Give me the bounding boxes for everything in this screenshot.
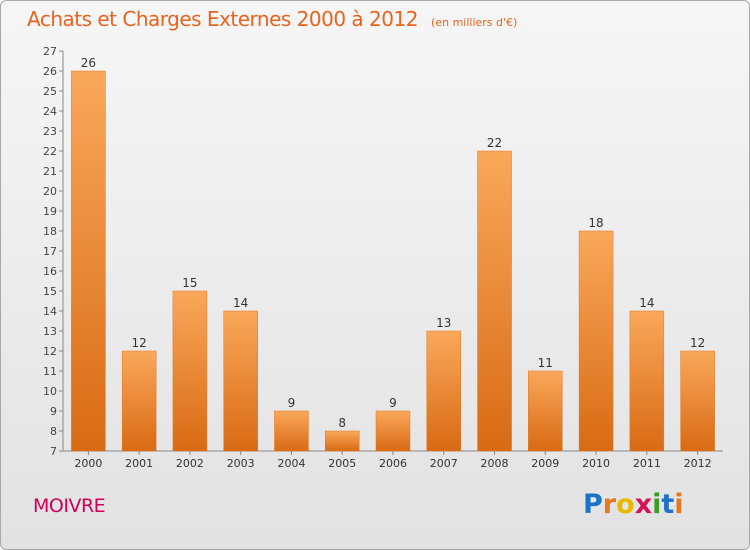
title-row: Achats et Charges Externes 2000 à 2012 (… [27,7,517,31]
y-tick-label: 24 [43,105,57,118]
x-tick-label: 2007 [430,457,458,470]
y-tick-label: 21 [43,165,57,178]
y-tick-label: 26 [43,65,57,78]
logo-letter: x [634,489,653,520]
x-tick-label: 2011 [633,457,661,470]
x-tick-label: 2003 [227,457,255,470]
data-label: 15 [182,276,197,290]
x-tick-label: 2001 [125,457,153,470]
bar [324,430,360,452]
y-tick-label: 12 [43,345,57,358]
x-tick-label: 2002 [176,457,204,470]
y-tick-label: 19 [43,205,57,218]
y-tick-label: 27 [43,45,57,58]
y-tick-label: 11 [43,365,57,378]
y-tick-label: 25 [43,85,57,98]
y-tick-label: 15 [43,285,57,298]
data-label: 18 [588,216,603,230]
x-tick-label: 2004 [277,457,305,470]
data-labels: 26 12 15 14 9 8 9 13 22 11 18 14 12 [81,56,706,430]
x-axis: 2000 2001 2002 2003 2004 2005 2006 2007 2008 2009… [63,450,723,470]
bar [375,410,411,452]
y-tick-label: 17 [43,245,57,258]
bar [578,230,614,452]
chart-title: Achats et Charges Externes 2000 à 2012 [27,7,418,31]
y-tick-label: 16 [43,265,57,278]
data-label: 14 [233,296,248,310]
data-label: 26 [81,56,96,70]
bar [71,70,106,452]
x-tick-label: 2010 [582,457,610,470]
y-tick-label: 7 [50,445,57,458]
y-tick-label: 23 [43,125,57,138]
bar [121,350,157,452]
data-label: 22 [487,136,502,150]
data-label: 12 [690,336,705,350]
data-label: 11 [538,356,553,370]
data-label: 13 [436,316,451,330]
data-label: 9 [288,396,296,410]
bar [274,410,309,452]
x-tick-label: 2008 [481,457,509,470]
bar [426,330,462,452]
y-tick-label: 10 [43,385,57,398]
x-tick-label: 2005 [328,457,356,470]
y-tick-label: 18 [43,225,57,238]
y-tick-label: 8 [50,425,57,438]
bar [223,310,258,452]
x-tick-label: 2009 [531,457,559,470]
logo-letter: o [616,489,635,520]
bar [172,290,208,452]
y-axis: 7 8 9 10 11 12 13 14 15 16 17 18 19 20 21 22 23 24 25 26 27 [43,45,64,458]
bar [680,350,715,452]
y-tick-label: 20 [43,185,57,198]
logo-letter: i [652,489,662,520]
proxiti-logo[interactable]: Proxiti [583,489,684,520]
bar [477,150,512,452]
chart-subtitle: (en milliers d'€) [431,16,518,29]
data-label: 8 [338,416,346,430]
logo-letter: t [661,489,675,520]
bar [629,310,665,452]
y-tick-label: 22 [43,145,57,158]
logo-letter: i [674,489,684,520]
bars [71,70,715,452]
data-label: 14 [639,296,654,310]
x-tick-label: 2000 [74,457,102,470]
bar [528,370,563,452]
data-label: 12 [132,336,147,350]
logo-letter: r [602,489,617,520]
commune-name: MOIVRE [33,495,106,517]
y-tick-label: 14 [43,305,57,318]
x-tick-label: 2012 [684,457,712,470]
logo-letter: P [583,489,603,520]
y-tick-label: 13 [43,325,57,338]
y-tick-label: 9 [50,405,57,418]
data-label: 9 [389,396,397,410]
x-tick-label: 2006 [379,457,407,470]
